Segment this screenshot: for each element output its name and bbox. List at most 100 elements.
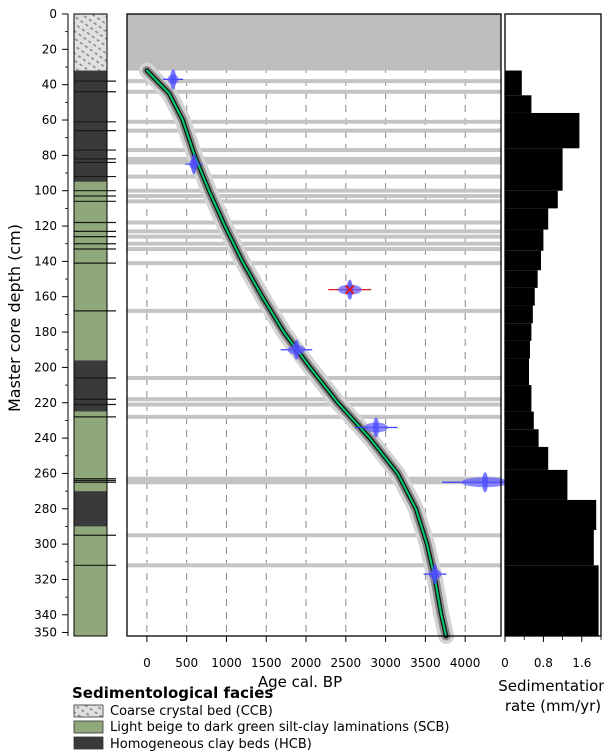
event-layer-band [127,402,501,407]
age-tick-label: 2000 [291,656,322,670]
sed-rate-bar [505,148,563,191]
sed-rate-bar [505,385,532,412]
sed-tick-label: 1.6 [572,656,591,670]
event-layer-band [127,194,501,199]
sed-axis-title-line1: Sedimentation [498,677,604,695]
age-tick-label: 3000 [370,656,401,670]
sed-rate-bar [505,229,544,251]
sed-tick-label: 0.8 [534,656,553,670]
event-layers [127,79,501,568]
sed-rate-bar [505,208,549,230]
missing-section [127,14,501,71]
legend-label-ccb: Coarse crystal bed (CCB) [110,704,273,719]
sed-rate-bar [505,429,539,447]
sed-axis-title-line2: rate (mm/yr) [505,697,601,715]
depth-tick-label: 180 [34,325,57,339]
sed-rate-bar [505,323,532,341]
depth-tick-label: 20 [42,42,57,56]
sed-rate-bar [505,499,597,530]
lithology-column [73,13,116,637]
age-tick-label: 4000 [450,656,481,670]
date-depth-blob [373,417,380,438]
facies-unit-scb [74,411,107,492]
sed-tick-labels: 0 0.8 1.6 [501,636,602,670]
sed-rate-bar [505,190,558,209]
facies-unit-scb [74,181,107,361]
facies-unit-scb [74,526,107,636]
depth-tick-label: 160 [34,290,57,304]
event-layer-band [127,261,501,266]
depth-axis-title: Master core depth (cm) [5,224,24,412]
age-tick-labels: 0 500 1000 1500 2000 2500 3000 3500 4000 [143,636,480,670]
event-layer-band [127,563,501,568]
event-layer-band [127,480,501,485]
event-layer-band [127,89,501,94]
age-depth-panel [126,13,529,644]
depth-tick-label: 320 [34,572,57,586]
event-layer-band [127,247,501,252]
depth-tick-label: 200 [34,360,57,374]
sed-rate-bar [505,250,541,271]
event-layer-band [127,199,501,204]
age-axis-title: Age cal. BP [258,673,342,691]
sed-panel-frame [504,13,602,637]
sed-rate-bar [505,340,530,359]
age-panel-frame [126,13,502,637]
age-tick-label: 500 [175,656,198,670]
sed-rate-bar [505,469,568,500]
depth-tick-label: 220 [34,396,57,410]
facies-unit-ccb [74,14,107,71]
sed-rate-bar [505,270,538,288]
sed-rate-bar [505,358,529,386]
rejected-mark [345,284,355,295]
event-layer-band [127,220,501,225]
legend-label-hcb: Homogeneous clay beds (HCB) [110,737,312,752]
event-layer-band [127,148,501,153]
event-layer-band [127,308,501,313]
event-layer-band [127,79,501,84]
sed-rate-bar [505,529,594,566]
age-tick-label: 2500 [331,656,362,670]
sed-rate-bar [505,112,580,149]
depth-tick-label: 60 [42,113,57,127]
date-depth-blob [482,472,489,493]
legend-swatch-scb [73,720,104,734]
depth-tick-label: 240 [34,431,57,445]
sed-rate-bar [505,70,522,96]
lithology-frame [73,13,108,637]
event-layer-band [127,174,501,179]
date-depth-blob [170,69,177,90]
sed-rate-bar [505,95,532,113]
event-layer-band [127,119,501,124]
event-layer-band [127,160,501,165]
facies-legend: Sedimentological facies Coarse crystal b… [72,684,450,752]
date-depth-blob [431,564,438,585]
facies-unit-hcb [74,360,107,412]
depth-tick-label: 40 [42,78,57,92]
event-layer-band [127,533,501,538]
depth-tick-label: 100 [34,184,57,198]
date-depth-blob [293,339,300,360]
date-depth-blob [190,154,197,175]
age-tick-label: 0 [143,656,151,670]
legend-label-scb: Light beige to dark green silt-clay lami… [110,720,450,735]
event-layer-band [127,128,501,133]
depth-tick-label: 280 [34,502,57,516]
depth-tick-label: 350 [34,625,57,639]
depth-tick-label: 80 [42,148,57,162]
sed-rate-bar [505,287,535,306]
event-layer-band [127,414,501,419]
depth-tick-label: 300 [34,537,57,551]
depth-tick-label: 260 [34,466,57,480]
depth-tick-label: 0 [49,7,57,21]
depth-tick-label: 340 [34,608,57,622]
sed-tick-label: 0 [501,656,509,670]
legend-title: Sedimentological facies [72,684,273,702]
legend-swatch-ccb [73,704,104,718]
age-tick-label: 1500 [251,656,282,670]
sed-rate-bar [505,411,534,430]
legend-swatch-hcb [73,736,104,750]
depth-tick-labels: 0 20 40 60 80 100 120 140 160 180 200 220 240 260 280 3… [34,7,69,639]
event-layer-band [127,234,501,239]
age-tick-label: 1000 [211,656,242,670]
